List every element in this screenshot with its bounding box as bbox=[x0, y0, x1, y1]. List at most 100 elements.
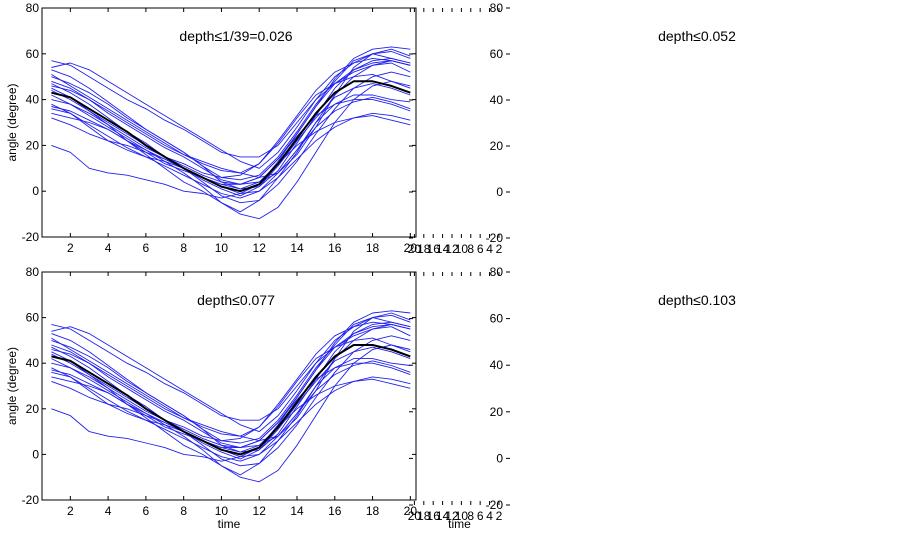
y-tick-label: 40 bbox=[26, 93, 40, 107]
curve-line bbox=[414, 328, 503, 480]
curve-line bbox=[414, 312, 503, 452]
x-tick-label: 14 bbox=[290, 504, 304, 518]
curve-line bbox=[414, 75, 503, 179]
x-tick-label: 6 bbox=[477, 509, 484, 523]
y-tick-label: 60 bbox=[26, 47, 40, 61]
curve-line bbox=[51, 83, 411, 197]
x-tick-label: 16 bbox=[427, 509, 441, 523]
plot-area bbox=[414, 312, 503, 487]
panel-title: depth≤0.103 bbox=[658, 292, 736, 308]
x-tick-label: 14 bbox=[290, 241, 304, 255]
x-tick-label: 8 bbox=[180, 504, 187, 518]
y-tick-label: 80 bbox=[490, 265, 504, 279]
curve-line bbox=[414, 319, 503, 445]
curve-line bbox=[51, 112, 411, 190]
y-tick-label: 60 bbox=[490, 312, 504, 326]
y-tick-label: 0 bbox=[496, 185, 503, 199]
x-tick-label: 18 bbox=[366, 504, 380, 518]
y-tick-label: 40 bbox=[26, 356, 40, 370]
curve-line bbox=[51, 51, 411, 169]
curve-line bbox=[51, 346, 411, 460]
plot-area bbox=[51, 46, 411, 220]
plot-frame bbox=[41, 7, 417, 238]
curve-line bbox=[414, 59, 503, 174]
plot-area bbox=[51, 310, 411, 483]
curve-line bbox=[414, 314, 503, 452]
curve-line bbox=[51, 48, 411, 185]
x-tick-label: 20 bbox=[404, 504, 418, 518]
curve-line bbox=[414, 114, 503, 195]
x-tick-label: 12 bbox=[253, 504, 267, 518]
panel-top-left: -20 0 20 40 60 80 2 4 6 8 10 12 14 16 18 20 depth≤1/39=0… bbox=[5, 1, 417, 255]
panel-title: depth≤0.052 bbox=[658, 28, 736, 44]
curve-line bbox=[51, 112, 411, 194]
x-tick-label: 12 bbox=[445, 242, 459, 256]
panel-bottom-right: -200204060802468101214161820depth≤0.103t… bbox=[408, 265, 736, 531]
median-line bbox=[51, 80, 411, 193]
x-tick-label: 20 bbox=[408, 509, 422, 523]
curve-line bbox=[51, 376, 411, 453]
y-tick-label: 80 bbox=[26, 1, 40, 15]
y-tick-label: 20 bbox=[26, 138, 40, 152]
x-tick-label: 2 bbox=[67, 241, 74, 255]
curve-line bbox=[51, 321, 411, 453]
x-tick-label: 6 bbox=[143, 241, 150, 255]
curve-line bbox=[414, 54, 503, 181]
x-tick-label: 8 bbox=[180, 241, 187, 255]
x-tick-label: 12 bbox=[253, 241, 267, 255]
curve-line bbox=[51, 80, 411, 220]
x-tick-label: 10 bbox=[215, 241, 229, 255]
x-tick-label: 2 bbox=[496, 509, 503, 523]
curve-line bbox=[51, 312, 411, 449]
y-tick-label: -20 bbox=[22, 230, 40, 244]
curve-line bbox=[51, 62, 411, 213]
x-tick-label: 4 bbox=[105, 241, 112, 255]
plot-frame bbox=[41, 271, 417, 501]
x-tick-label: 12 bbox=[445, 509, 459, 523]
plot-area bbox=[414, 47, 503, 213]
curve-line bbox=[51, 80, 411, 178]
panel-bottom-left: -20 0 20 40 60 80 2 4 6 8 10 12 14 16 18 20 depth≤0.077 a… bbox=[5, 265, 417, 531]
x-tick-label: 18 bbox=[417, 242, 431, 256]
y-tick-label: 0 bbox=[32, 447, 39, 461]
x-tick-label: 16 bbox=[328, 504, 342, 518]
x-axis-label: time bbox=[218, 517, 241, 531]
x-tick-label: 2 bbox=[496, 242, 503, 256]
y-tick-label: 80 bbox=[490, 1, 504, 15]
curve-line bbox=[51, 60, 411, 158]
curve-line bbox=[414, 379, 503, 461]
x-tick-label: 2 bbox=[67, 504, 74, 518]
x-tick-label: 8 bbox=[467, 509, 474, 523]
y-tick-label: -20 bbox=[22, 493, 40, 507]
curve-line bbox=[414, 323, 503, 440]
x-tick-label: 14 bbox=[436, 242, 450, 256]
median-line bbox=[51, 344, 411, 456]
x-tick-label: 18 bbox=[417, 509, 431, 523]
y-tick-label: 20 bbox=[490, 405, 504, 419]
curve-line bbox=[414, 337, 503, 470]
x-tick-label: 18 bbox=[366, 241, 380, 255]
y-tick-label: 60 bbox=[26, 311, 40, 325]
y-axis-label: angle (degree) bbox=[5, 347, 19, 425]
curve-line bbox=[51, 376, 411, 458]
curve-line bbox=[51, 337, 411, 442]
y-tick-label: 40 bbox=[490, 93, 504, 107]
curve-line bbox=[51, 53, 411, 181]
curve-line bbox=[51, 314, 411, 433]
curve-line bbox=[51, 323, 411, 421]
y-tick-label: 20 bbox=[26, 402, 40, 416]
y-tick-label: 0 bbox=[32, 184, 39, 198]
y-tick-label: 40 bbox=[490, 358, 504, 372]
x-tick-label: 10 bbox=[455, 242, 469, 256]
curve-line bbox=[414, 323, 503, 456]
x-tick-label: 6 bbox=[143, 504, 150, 518]
x-tick-label: 10 bbox=[215, 504, 229, 518]
x-tick-label: 4 bbox=[105, 504, 112, 518]
x-tick-label: 20 bbox=[404, 241, 418, 255]
y-tick-label: 60 bbox=[490, 47, 504, 61]
curve-line bbox=[51, 344, 411, 442]
y-axis-label: angle (degree) bbox=[5, 83, 19, 161]
curve-line bbox=[414, 340, 503, 445]
